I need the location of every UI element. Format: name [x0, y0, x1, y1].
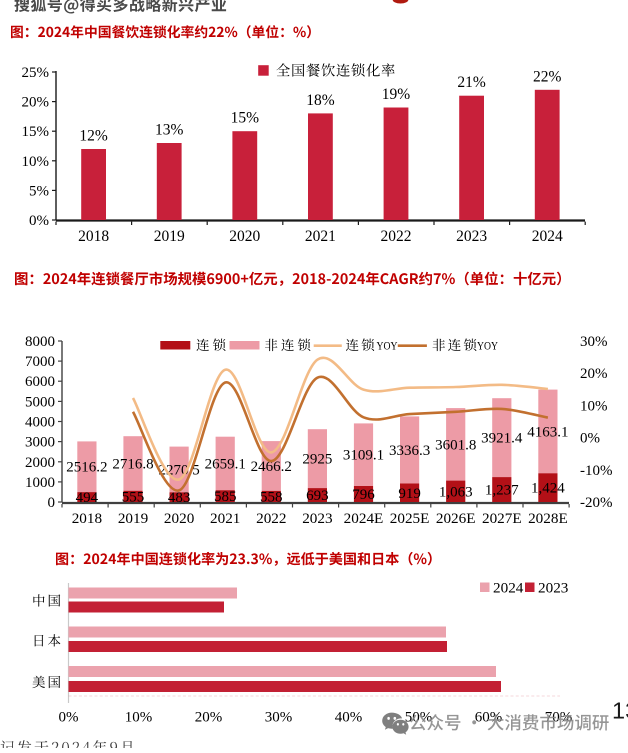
- svg-text:2024: 2024: [532, 228, 563, 245]
- svg-text:2716.8: 2716.8: [112, 457, 153, 473]
- svg-text:3336.3: 3336.3: [389, 443, 430, 459]
- svg-text:4000: 4000: [25, 415, 55, 431]
- svg-text:2659.1: 2659.1: [205, 457, 246, 473]
- svg-text:2028E: 2028E: [528, 510, 568, 527]
- svg-text:2020: 2020: [229, 228, 260, 245]
- svg-text:YOY: YOY: [477, 339, 498, 353]
- svg-text:1000: 1000: [25, 475, 55, 491]
- svg-text:494: 494: [76, 490, 99, 506]
- svg-text:2025E: 2025E: [390, 510, 430, 527]
- svg-text:4163.1: 4163.1: [527, 425, 568, 441]
- svg-text:796: 796: [352, 487, 375, 503]
- svg-text:1,424: 1,424: [531, 481, 565, 497]
- svg-text:1,063: 1,063: [439, 484, 473, 500]
- svg-text:2019: 2019: [118, 510, 148, 527]
- svg-text:30%: 30%: [265, 710, 293, 726]
- svg-text:0%: 0%: [29, 213, 49, 229]
- svg-text:2022: 2022: [381, 228, 412, 245]
- svg-text:3921.4: 3921.4: [481, 431, 523, 447]
- svg-text:6000: 6000: [25, 374, 55, 390]
- svg-text:8000: 8000: [25, 334, 55, 350]
- svg-text:555: 555: [122, 489, 145, 505]
- svg-text:15%: 15%: [231, 110, 260, 127]
- svg-text:10%: 10%: [22, 154, 50, 170]
- svg-text:2024E: 2024E: [344, 510, 384, 527]
- svg-text:2018: 2018: [72, 510, 103, 527]
- svg-text:22%: 22%: [533, 68, 562, 85]
- svg-text:2021: 2021: [305, 228, 336, 245]
- svg-text:2466.2: 2466.2: [251, 459, 292, 475]
- svg-text:10%: 10%: [580, 398, 608, 414]
- svg-text:5%: 5%: [29, 183, 49, 199]
- svg-text:13: 13: [612, 698, 628, 724]
- svg-text:2000: 2000: [25, 455, 55, 471]
- svg-text:2020: 2020: [164, 510, 195, 527]
- svg-text:693: 693: [306, 488, 329, 504]
- svg-text:10%: 10%: [125, 710, 153, 726]
- svg-text:0%: 0%: [580, 431, 600, 447]
- svg-text:1,237: 1,237: [485, 483, 519, 499]
- svg-text:-10%: -10%: [580, 463, 613, 479]
- svg-text:12%: 12%: [79, 128, 108, 145]
- svg-text:13%: 13%: [155, 122, 184, 139]
- svg-text:919: 919: [398, 486, 421, 502]
- svg-text:30%: 30%: [580, 334, 608, 350]
- svg-text:2024: 2024: [493, 580, 524, 597]
- svg-text:2021: 2021: [210, 510, 240, 527]
- svg-text:2018: 2018: [78, 228, 109, 245]
- svg-text:2516.2: 2516.2: [66, 460, 107, 476]
- svg-text:3109.1: 3109.1: [343, 448, 384, 464]
- svg-text:2925: 2925: [302, 452, 332, 468]
- svg-text:2023: 2023: [456, 228, 487, 245]
- svg-text:2027E: 2027E: [482, 510, 522, 527]
- svg-text:2019: 2019: [154, 228, 185, 245]
- svg-text:19%: 19%: [382, 86, 411, 103]
- svg-text:2022: 2022: [256, 510, 286, 527]
- svg-text:2023: 2023: [538, 580, 568, 597]
- svg-text:2026E: 2026E: [436, 510, 476, 527]
- svg-text:3000: 3000: [25, 435, 55, 451]
- svg-text:483: 483: [168, 490, 191, 506]
- svg-text:20%: 20%: [580, 366, 608, 382]
- svg-text:558: 558: [260, 489, 283, 505]
- svg-text:18%: 18%: [306, 92, 335, 109]
- svg-text:50%: 50%: [405, 710, 433, 726]
- svg-text:0%: 0%: [59, 710, 79, 726]
- svg-text:5000: 5000: [25, 394, 55, 410]
- svg-text:3601.8: 3601.8: [435, 437, 476, 453]
- svg-text:7000: 7000: [25, 354, 55, 370]
- svg-text:2023: 2023: [302, 510, 332, 527]
- svg-text:585: 585: [214, 489, 237, 505]
- svg-text:21%: 21%: [457, 74, 486, 91]
- svg-text:15%: 15%: [22, 124, 50, 140]
- svg-text:60%: 60%: [475, 710, 503, 726]
- svg-text:-20%: -20%: [580, 495, 613, 511]
- svg-text:0: 0: [48, 495, 56, 511]
- svg-text:YOY: YOY: [377, 339, 398, 353]
- svg-text:40%: 40%: [335, 710, 363, 726]
- svg-text:20%: 20%: [22, 95, 50, 111]
- svg-text:20%: 20%: [195, 710, 223, 726]
- svg-text:25%: 25%: [22, 65, 50, 81]
